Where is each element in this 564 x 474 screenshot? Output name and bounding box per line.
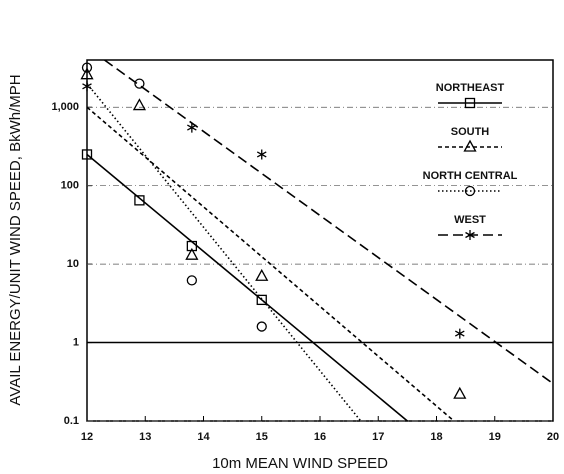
marker-square [186, 240, 198, 252]
marker-square [256, 294, 267, 306]
y-tick-label: 1,000 [51, 101, 79, 113]
marker-square [81, 149, 93, 160]
x-tick-label: 19 [489, 431, 501, 443]
marker-triangle [80, 67, 94, 80]
marker-triangle [453, 386, 467, 399]
x-axis-title: 10m MEAN WIND SPEED [212, 455, 388, 472]
x-tick-label: 18 [430, 431, 442, 443]
y-tick-label: 0.1 [64, 415, 79, 427]
legend-marker [464, 97, 476, 109]
marker-circle [81, 62, 93, 73]
marker-circle [186, 275, 198, 286]
legend-marker [464, 185, 476, 197]
marker-asterisk [256, 149, 267, 160]
x-tick-label: 15 [256, 431, 268, 443]
x-tick-label: 12 [81, 431, 93, 443]
fit-line [87, 83, 362, 421]
legend-label: WEST [454, 214, 486, 226]
marker-circle [134, 78, 145, 89]
plot-area [87, 60, 553, 421]
marker-circle [256, 321, 267, 332]
y-tick-label: 100 [61, 180, 79, 192]
marker-triangle [132, 98, 147, 111]
x-tick-label: 16 [314, 431, 326, 443]
x-tick-label: 20 [547, 431, 559, 443]
marker-asterisk [187, 122, 197, 133]
legend-marker [465, 230, 475, 240]
x-tick-label: 14 [197, 431, 210, 443]
plot-frame [86, 59, 554, 422]
legend-marker [463, 139, 477, 152]
marker-triangle [255, 268, 269, 281]
legend-label: NORTH CENTRAL [423, 170, 518, 182]
marker-triangle [185, 247, 199, 260]
x-tick-label: 13 [139, 431, 151, 443]
legend-label: SOUTH [451, 126, 490, 138]
marker-asterisk [454, 328, 465, 339]
y-tick-label: 1 [73, 336, 79, 348]
legend-label: NORTHEAST [436, 82, 505, 94]
y-tick-label: 10 [67, 258, 79, 270]
x-tick-label: 17 [372, 431, 384, 443]
marker-asterisk [82, 81, 92, 92]
marker-square [134, 195, 145, 206]
fit-line [104, 60, 553, 385]
y-axis-title: AVAIL ENERGY/UNIT WIND SPEED, BkWh/MPH [7, 74, 24, 405]
fit-line [87, 153, 408, 421]
